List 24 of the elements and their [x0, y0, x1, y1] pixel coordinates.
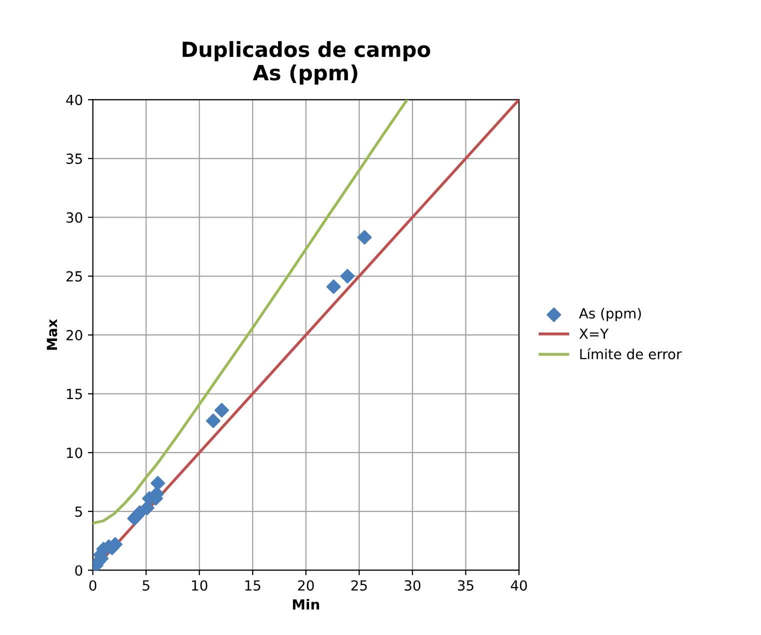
- y-tick-label: 5: [75, 506, 82, 517]
- legend-label: As (ppm): [579, 308, 641, 322]
- legend-label: Límite de error: [580, 348, 682, 360]
- x-tick-label: 10: [192, 580, 208, 591]
- y-tick-label: 30: [66, 212, 82, 223]
- chart-title: Duplicados de campo As (ppm): [182, 41, 430, 85]
- x-tick-label: 40: [510, 580, 527, 591]
- x-tick-label: 0: [89, 580, 96, 591]
- x-axis-title: Min: [292, 598, 320, 610]
- x-tick-label: 35: [458, 580, 474, 591]
- y-tick-label: 35: [66, 153, 82, 164]
- y-tick-label: 20: [66, 330, 82, 340]
- y-tick-label: 0: [75, 565, 82, 576]
- x-tick-label: 20: [298, 580, 314, 591]
- y-tick-label: 40: [66, 94, 82, 106]
- x-tick-label: 5: [142, 580, 150, 591]
- x-tick-label: 30: [404, 580, 420, 591]
- x-tick-label: 25: [351, 580, 367, 591]
- y-axis-title: Max: [46, 319, 58, 350]
- y-tick-label: 15: [66, 388, 82, 400]
- legend-label: X=Y: [579, 328, 609, 339]
- x-tick-label: 15: [245, 580, 260, 591]
- y-tick-label: 25: [66, 271, 82, 282]
- y-tick-label: 10: [66, 448, 82, 458]
